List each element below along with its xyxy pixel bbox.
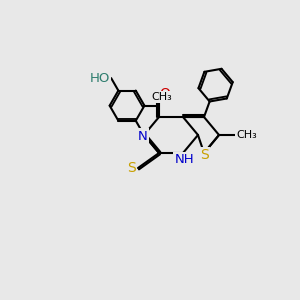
- Text: NH: NH: [175, 153, 194, 166]
- Text: CH₃: CH₃: [151, 92, 172, 102]
- Text: S: S: [127, 161, 136, 175]
- Text: CH₃: CH₃: [236, 130, 257, 140]
- Text: HO: HO: [90, 72, 110, 85]
- Text: N: N: [138, 130, 148, 143]
- Text: O: O: [159, 88, 170, 101]
- Text: S: S: [200, 148, 209, 162]
